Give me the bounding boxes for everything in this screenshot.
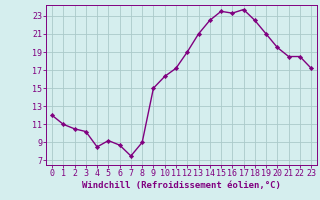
X-axis label: Windchill (Refroidissement éolien,°C): Windchill (Refroidissement éolien,°C) (82, 181, 281, 190)
